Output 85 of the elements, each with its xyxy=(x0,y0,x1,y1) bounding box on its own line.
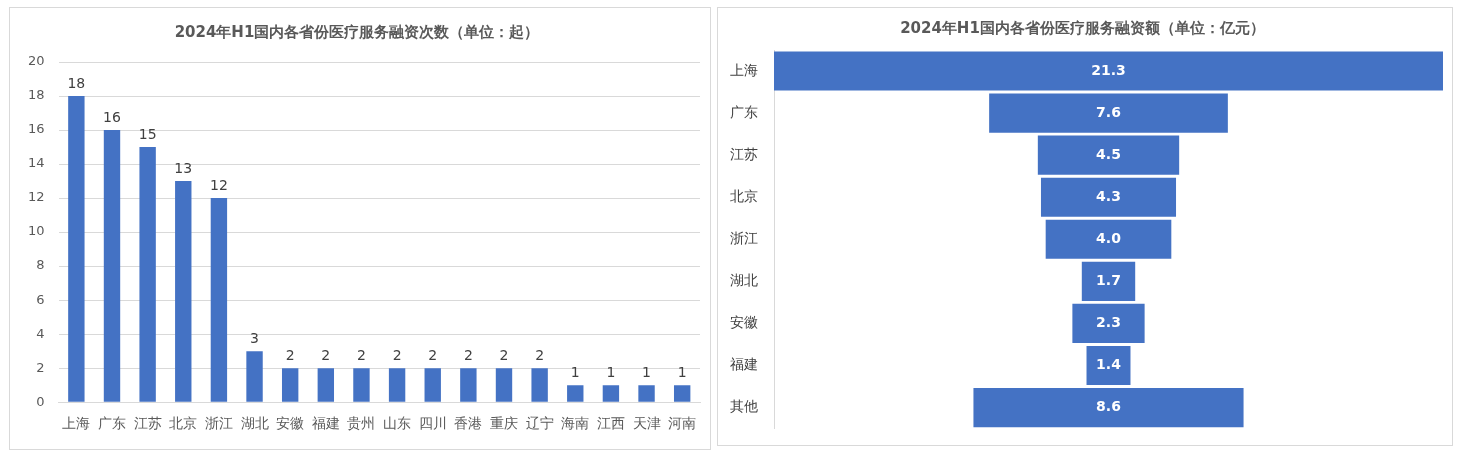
x-tick-label: 海南 xyxy=(561,415,590,432)
x-tick-label: 浙江 xyxy=(204,415,233,432)
data-label: 12 xyxy=(209,176,228,193)
data-label: 21.3 xyxy=(1091,61,1126,78)
chart-title: 2024年H1国内各省份医疗服务融资次数（单位：起） xyxy=(174,22,540,41)
bar xyxy=(602,385,620,402)
bar xyxy=(673,385,691,402)
y-tick-label: 18 xyxy=(28,87,45,103)
data-label: 2 xyxy=(356,346,366,363)
bar xyxy=(388,368,406,402)
bar xyxy=(531,368,548,402)
data-label: 1 xyxy=(642,363,652,380)
category-label: 上海 xyxy=(730,61,758,78)
data-label: 1 xyxy=(606,363,616,380)
category-label: 湖北 xyxy=(730,272,758,289)
bar xyxy=(317,368,335,402)
x-tick-label: 湖北 xyxy=(240,415,269,432)
bar xyxy=(424,368,441,402)
x-tick-label: 四川 xyxy=(418,415,447,432)
data-label: 2 xyxy=(499,346,509,363)
x-tick-label: 天津 xyxy=(632,415,661,432)
data-label: 4.0 xyxy=(1096,229,1122,246)
y-tick-label: 2 xyxy=(36,359,45,375)
data-label: 2 xyxy=(428,346,438,363)
x-tick-label: 河南 xyxy=(668,415,697,432)
y-tick-label: 12 xyxy=(28,189,45,205)
bar xyxy=(495,368,513,402)
x-tick-label: 福建 xyxy=(311,415,340,432)
x-tick-label: 安徽 xyxy=(276,415,305,432)
y-tick-label: 4 xyxy=(36,325,45,341)
bar xyxy=(281,368,299,402)
category-label: 江苏 xyxy=(730,145,758,162)
y-tick-label: 6 xyxy=(36,291,45,307)
data-label: 3 xyxy=(250,329,259,346)
bar xyxy=(460,368,477,402)
bar xyxy=(638,385,655,402)
x-tick-label: 上海 xyxy=(62,415,91,432)
x-tick-label: 香港 xyxy=(454,415,483,432)
x-tick-label: 北京 xyxy=(169,415,198,432)
data-label: 16 xyxy=(103,108,121,125)
y-tick-label: 16 xyxy=(28,121,45,137)
data-label: 18 xyxy=(67,74,86,91)
y-tick-label: 10 xyxy=(28,223,45,239)
data-label: 1 xyxy=(677,363,687,380)
x-tick-label: 山东 xyxy=(383,415,412,432)
data-label: 1.7 xyxy=(1096,272,1121,289)
bar xyxy=(246,351,263,402)
x-tick-label: 广东 xyxy=(98,415,126,432)
data-label: 1.4 xyxy=(1096,356,1122,373)
x-tick-label: 贵州 xyxy=(347,415,376,432)
y-tick-label: 14 xyxy=(28,155,45,171)
y-tick-label: 20 xyxy=(28,53,45,69)
data-label: 2 xyxy=(285,346,295,363)
x-tick-label: 辽宁 xyxy=(525,415,554,432)
bar xyxy=(210,198,228,402)
data-label: 2.3 xyxy=(1096,314,1121,331)
y-tick-label: 0 xyxy=(36,393,45,409)
data-label: 4.5 xyxy=(1096,145,1121,162)
category-label: 安徽 xyxy=(730,314,758,331)
category-label: 北京 xyxy=(730,187,758,204)
category-label: 广东 xyxy=(730,103,758,120)
x-tick-label: 江西 xyxy=(596,415,625,432)
data-label: 2 xyxy=(392,346,402,363)
bar xyxy=(139,147,156,402)
data-label: 2 xyxy=(321,346,331,363)
bar xyxy=(175,181,192,402)
data-label: 7.6 xyxy=(1096,103,1121,120)
x-tick-label: 江苏 xyxy=(133,415,162,432)
bar xyxy=(353,368,370,402)
data-label: 4.3 xyxy=(1096,187,1121,204)
bar xyxy=(103,130,121,402)
category-label: 福建 xyxy=(730,356,758,373)
data-label: 15 xyxy=(138,125,157,142)
bar xyxy=(68,96,85,402)
category-label: 浙江 xyxy=(730,229,758,246)
y-tick-label: 8 xyxy=(36,257,45,273)
bar xyxy=(567,385,584,402)
data-label: 1 xyxy=(570,363,580,380)
data-label: 8.6 xyxy=(1096,398,1121,415)
x-tick-label: 重庆 xyxy=(490,415,518,432)
data-label: 2 xyxy=(463,346,473,363)
category-label: 其他 xyxy=(730,398,758,415)
data-label: 13 xyxy=(174,159,193,176)
text: 2024年H1国内各省份医疗服务融资额（单位：亿元） xyxy=(900,18,1265,37)
data-label: 2 xyxy=(535,346,545,363)
